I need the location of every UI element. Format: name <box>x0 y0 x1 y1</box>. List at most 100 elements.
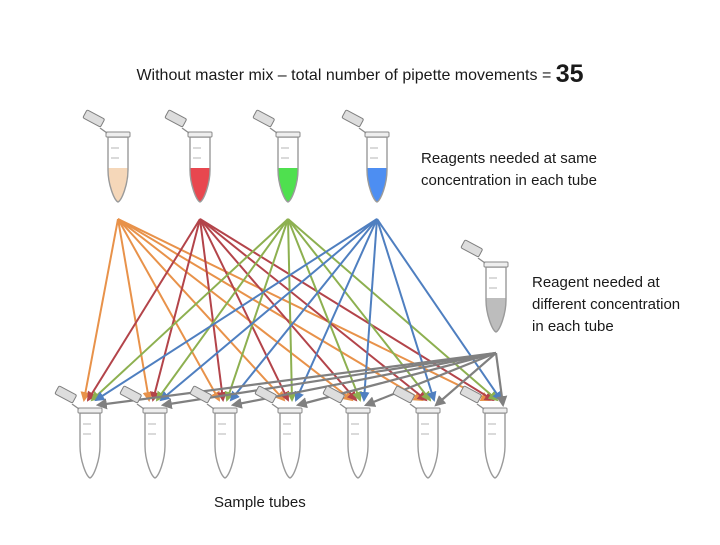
tube-body <box>347 412 369 479</box>
arrow-variable-to-sample-7 <box>494 352 508 408</box>
tube-lid <box>459 385 482 404</box>
diff-label-line-2: different concentration <box>532 296 681 313</box>
tubes <box>54 109 509 479</box>
arrow-variable-to-sample-1 <box>95 351 497 410</box>
tube-body <box>189 136 211 203</box>
tube-lid <box>252 109 275 128</box>
tube-lid <box>189 385 212 404</box>
tube-body <box>279 412 301 479</box>
arrow-reagent-4-to-sample-2 <box>159 218 378 402</box>
arrow-reagent-2-to-sample-5 <box>199 218 358 402</box>
tube-hinge <box>477 257 486 264</box>
arrow-variable-to-sample-5 <box>363 351 497 407</box>
tube-hinge <box>181 127 190 134</box>
page-title: Without master mix – total number of pip… <box>0 60 720 89</box>
tube-lid <box>54 385 77 404</box>
arrow-variable-to-sample-2 <box>160 351 497 410</box>
sample-tube-6 <box>392 385 441 479</box>
sample-tube-2 <box>119 385 168 479</box>
tube-hinge <box>358 127 367 134</box>
tube-lid <box>82 109 105 128</box>
sample-tube-4 <box>254 385 303 479</box>
title-text: Without master mix – total number of pip… <box>136 67 552 84</box>
arrow-reagent-3-to-sample-4 <box>286 218 297 402</box>
tube-lid <box>164 109 187 128</box>
arrow-reagent-3-to-sample-1 <box>90 218 289 402</box>
same-concentration-label: Reagents needed at same concentration in… <box>421 148 597 192</box>
different-concentration-label: Reagent needed at different concentratio… <box>532 272 680 338</box>
sample-tube-1 <box>54 385 103 479</box>
reagent-tube-3 <box>252 109 301 203</box>
sample-tube-5 <box>322 385 371 479</box>
diff-label-line-3: in each tube <box>532 318 614 335</box>
movement-count: 35 <box>555 60 584 88</box>
tube-lid <box>322 385 345 404</box>
tube-body <box>107 136 129 203</box>
arrow-reagent-4-to-sample-4 <box>294 218 378 402</box>
arrow-reagent-3-to-sample-2 <box>155 218 289 402</box>
tube-hinge <box>269 127 278 134</box>
same-label-line-2: concentration in each tube <box>421 172 597 189</box>
sample-tube-7 <box>459 385 508 479</box>
diff-label-line-1: Reagent needed at <box>532 274 660 291</box>
tube-body <box>144 412 166 479</box>
tube-body <box>214 412 236 479</box>
reagent-tube-4 <box>341 109 390 203</box>
sample-tubes-label: Sample tubes <box>214 494 306 511</box>
tube-hinge <box>71 403 80 410</box>
arrow-reagent-4-to-sample-7 <box>376 218 503 402</box>
arrow-reagent-2-to-sample-3 <box>199 218 227 402</box>
tube-body <box>417 412 439 479</box>
tube-hinge <box>136 403 145 410</box>
tube-rim <box>277 407 303 414</box>
tube-lid <box>460 239 483 258</box>
reagent-tube-2 <box>164 109 213 203</box>
tube-body <box>277 136 299 203</box>
arrow-reagent-1-to-sample-1 <box>80 218 119 402</box>
arrow-variable-to-sample-3 <box>230 351 497 409</box>
tube-rim <box>415 407 441 414</box>
arrow-reagent-2-to-sample-7 <box>199 218 495 402</box>
tube-rim <box>364 131 390 138</box>
tube-rim <box>345 407 371 414</box>
arrow-reagent-3-to-sample-7 <box>287 218 499 402</box>
variable-reagent-tube <box>460 239 509 333</box>
tube-body <box>484 412 506 479</box>
arrow-reagent-4-to-sample-6 <box>376 218 437 402</box>
arrow-variable-to-sample-6 <box>434 352 497 407</box>
arrow-reagent-2-to-sample-4 <box>199 218 289 402</box>
tube-rim <box>275 131 301 138</box>
tube-lid <box>341 109 364 128</box>
arrow-reagent-1-to-sample-3 <box>117 218 220 402</box>
tube-lid <box>392 385 415 404</box>
arrow-reagent-3-to-sample-6 <box>287 218 432 402</box>
sample-tube-3 <box>189 385 238 479</box>
arrow-reagent-2-to-sample-2 <box>150 218 201 402</box>
arrow-reagent-3-to-sample-5 <box>287 218 362 402</box>
tube-rim <box>212 407 238 414</box>
arrow-reagent-4-to-sample-1 <box>94 218 378 402</box>
tube-lid <box>119 385 142 404</box>
same-label-line-1: Reagents needed at same <box>421 150 597 167</box>
tube-hinge <box>476 403 485 410</box>
tube-lid <box>254 385 277 404</box>
tube-hinge <box>99 127 108 134</box>
tube-rim <box>482 407 508 414</box>
pipette-arrows <box>80 218 508 410</box>
tube-rim <box>142 407 168 414</box>
reagent-tube-1 <box>82 109 131 203</box>
tube-hinge <box>339 403 348 410</box>
tube-rim <box>483 261 509 268</box>
tube-body <box>366 136 388 203</box>
tube-body <box>79 412 101 479</box>
arrow-reagent-3-to-sample-3 <box>224 218 289 402</box>
tube-body <box>485 266 507 333</box>
tube-rim <box>105 131 131 138</box>
tube-hinge <box>409 403 418 410</box>
tube-rim <box>187 131 213 138</box>
arrow-reagent-4-to-sample-3 <box>229 218 378 402</box>
tube-rim <box>77 407 103 414</box>
tube-hinge <box>206 403 215 410</box>
